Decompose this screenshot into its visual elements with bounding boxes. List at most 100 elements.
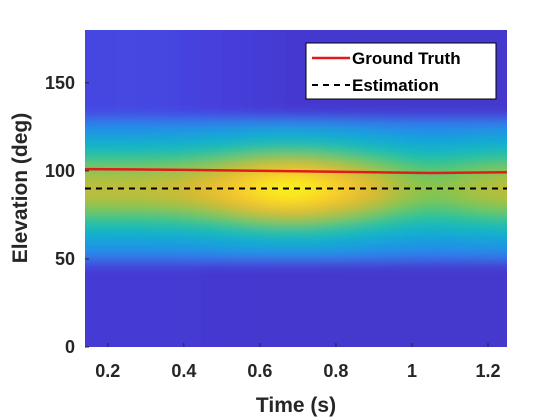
heatmap-cell [379, 256, 392, 263]
heatmap-cell [495, 288, 507, 295]
heatmap-cell [337, 230, 350, 237]
heatmap-cell [179, 341, 191, 347]
heatmap-cell [506, 251, 507, 258]
heatmap-cell [85, 82, 97, 89]
heatmap-cell [95, 87, 107, 94]
heatmap-cell [63, 278, 75, 284]
heatmap-cell [168, 161, 181, 168]
heatmap-cell [295, 114, 308, 121]
heatmap-cell [485, 166, 497, 174]
heatmap-cell [379, 103, 392, 110]
heatmap-cell [401, 214, 413, 221]
heatmap-cell [327, 114, 339, 121]
heatmap-cell [85, 34, 86, 42]
heatmap-cell [390, 108, 402, 116]
heatmap-cell [443, 330, 455, 337]
heatmap-cell [137, 30, 149, 36]
heatmap-cell [432, 161, 445, 168]
heatmap-cell [348, 34, 360, 42]
heatmap-cell [453, 251, 466, 258]
heatmap-cell [242, 66, 255, 73]
heatmap-cell [316, 119, 329, 126]
heatmap-cell [411, 256, 424, 263]
heatmap-cell [126, 198, 139, 205]
heatmap-cell [369, 230, 381, 237]
heatmap-cell [263, 114, 276, 121]
heatmap-cell [116, 203, 128, 211]
heatmap-cell [485, 193, 497, 200]
heatmap-cell [147, 346, 160, 347]
heatmap-cell [190, 293, 202, 300]
heatmap-cell [190, 346, 202, 347]
x-tick-label: 0.6 [247, 361, 272, 381]
heatmap-cell [95, 256, 107, 263]
heatmap-cell [126, 272, 139, 279]
heatmap-cell [474, 34, 487, 42]
heatmap-cell [358, 34, 371, 42]
heatmap-cell [200, 108, 213, 116]
heatmap-cell [158, 119, 170, 126]
heatmap-cell [495, 129, 507, 137]
heatmap-cell [401, 135, 413, 142]
heatmap-cell [432, 129, 445, 137]
heatmap-cell [126, 209, 139, 216]
heatmap-cell [432, 346, 445, 347]
heatmap-cell [126, 172, 139, 179]
heatmap-cell [295, 188, 308, 195]
heatmap-cell [485, 145, 497, 153]
heatmap-cell [295, 214, 308, 221]
heatmap-cell [422, 188, 434, 195]
heatmap-cell [327, 151, 339, 158]
heatmap-cell [137, 66, 149, 73]
heatmap-cell [443, 304, 455, 311]
heatmap-cell [168, 98, 181, 105]
heatmap-cell [495, 119, 507, 126]
heatmap-cell [158, 251, 170, 258]
heatmap-cell [200, 293, 213, 300]
heatmap-cell [358, 314, 371, 322]
heatmap-cell [295, 108, 308, 116]
heatmap-cell [158, 325, 170, 332]
heatmap-cell [263, 203, 276, 211]
heatmap-cell [316, 34, 329, 42]
heatmap-cell [316, 166, 329, 174]
heatmap-cell [412, 352, 424, 358]
heatmap-cell [105, 309, 118, 316]
y-tick-label: 100 [45, 161, 75, 181]
heatmap-cell [105, 341, 118, 347]
heatmap-cell [200, 272, 213, 279]
heatmap-cell [401, 309, 413, 316]
heatmap-cell [295, 256, 308, 263]
heatmap-cell [411, 124, 424, 131]
heatmap-cell [263, 77, 276, 84]
heatmap-cell [263, 193, 276, 200]
heatmap-cell [126, 246, 139, 253]
heatmap-cell [464, 172, 476, 179]
heatmap-cell [337, 135, 350, 142]
heatmap-cell [263, 177, 276, 184]
heatmap-cell [63, 35, 75, 41]
heatmap-cell [517, 341, 529, 347]
heatmap-cell [85, 267, 86, 274]
heatmap-cell [126, 103, 139, 110]
heatmap-cell [85, 108, 97, 116]
heatmap-cell [211, 203, 223, 211]
heatmap-cell [369, 240, 381, 248]
heatmap-cell [190, 77, 202, 84]
heatmap-cell [369, 135, 381, 142]
heatmap-cell [316, 314, 329, 322]
heatmap-cell [85, 145, 86, 153]
heatmap-cell [200, 129, 213, 137]
heatmap-cell [284, 309, 297, 316]
heatmap-cell [358, 177, 371, 184]
heatmap-cell [517, 188, 529, 194]
heatmap-cell [116, 246, 128, 253]
heatmap-cell [168, 135, 181, 142]
heatmap-cell [327, 161, 339, 168]
heatmap-cell [147, 119, 160, 126]
heatmap-cell [506, 261, 507, 269]
heatmap-cell [158, 261, 170, 269]
heatmap-cell [232, 129, 244, 137]
heatmap-cell [116, 98, 128, 105]
heatmap-cell [306, 283, 318, 290]
